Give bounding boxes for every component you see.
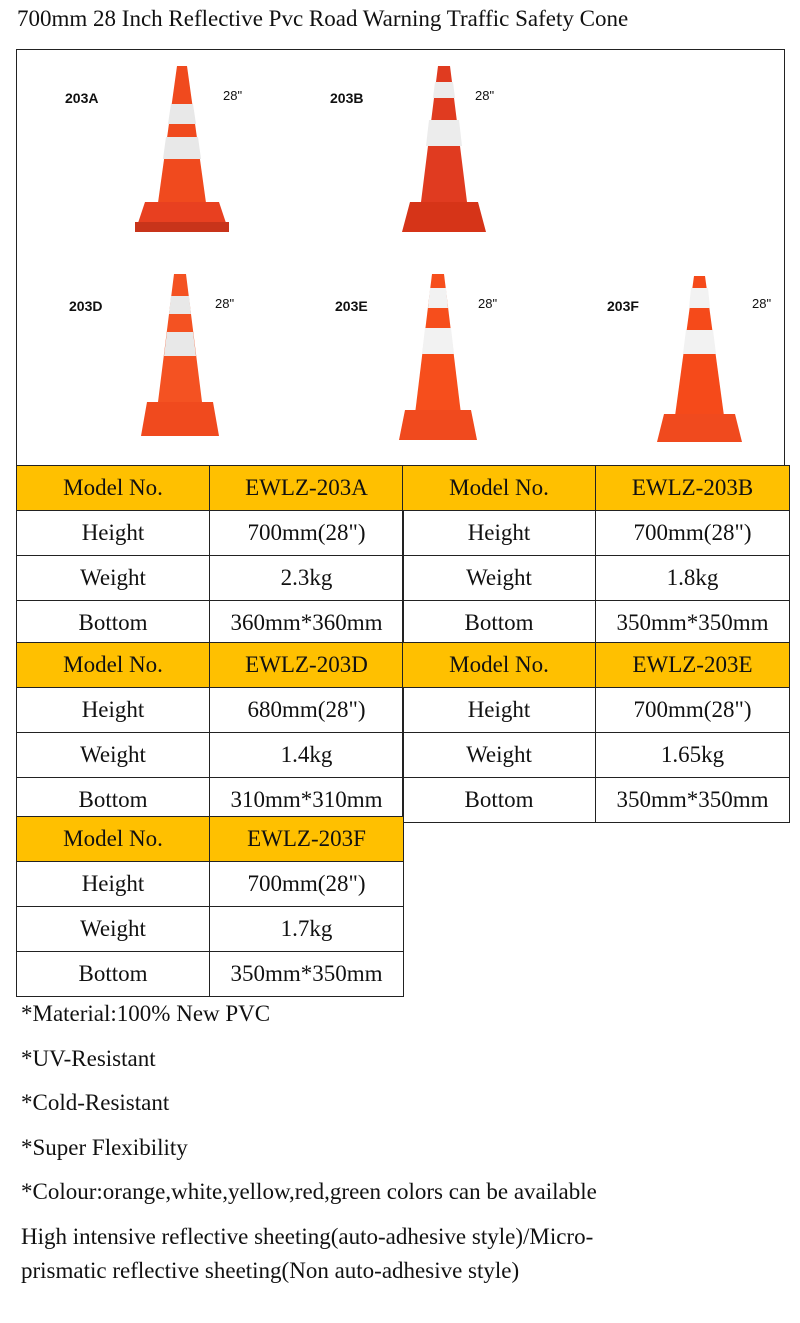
cone-code-label: 203B bbox=[330, 90, 364, 106]
height-value: 700mm(28") bbox=[595, 510, 790, 556]
note-flexibility: *Super Flexibility bbox=[21, 1134, 188, 1160]
cone-203d-image bbox=[141, 274, 219, 436]
weight-label: Weight bbox=[16, 555, 210, 601]
cone-203b-image bbox=[402, 66, 486, 232]
note-colour: *Colour:orange,white,yellow,red,green co… bbox=[21, 1179, 597, 1204]
bottom-value: 360mm*360mm bbox=[209, 600, 404, 646]
bottom-value: 350mm*350mm bbox=[595, 600, 790, 646]
spec-table-203e: Model No. EWLZ-203E Height 700mm(28") Wei… bbox=[402, 642, 790, 823]
model-label: Model No. bbox=[16, 465, 210, 511]
height-label: Height bbox=[402, 687, 596, 733]
model-label: Model No. bbox=[402, 642, 596, 688]
bottom-value: 310mm*310mm bbox=[209, 777, 404, 823]
weight-label: Weight bbox=[402, 555, 596, 601]
cone-203e-image bbox=[399, 274, 477, 440]
weight-label: Weight bbox=[402, 732, 596, 778]
page-title: 700mm 28 Inch Reflective Pvc Road Warnin… bbox=[17, 6, 629, 31]
reflective-sheeting-note: High intensive reflective sheeting(auto-… bbox=[21, 1224, 594, 1283]
cone-code-label: 203E bbox=[335, 298, 368, 314]
bottom-value: 350mm*350mm bbox=[209, 951, 404, 997]
bottom-label: Bottom bbox=[16, 951, 210, 997]
height-value: 680mm(28") bbox=[209, 687, 404, 733]
weight-label: Weight bbox=[16, 732, 210, 778]
model-label: Model No. bbox=[16, 816, 210, 862]
height-label: Height bbox=[402, 510, 596, 556]
model-value: EWLZ-203A bbox=[209, 465, 404, 511]
bottom-label: Bottom bbox=[402, 777, 596, 823]
weight-value: 1.4kg bbox=[209, 732, 404, 778]
model-value: EWLZ-203D bbox=[209, 642, 404, 688]
cone-size-label: 28" bbox=[223, 88, 243, 103]
weight-value: 1.7kg bbox=[209, 906, 404, 952]
cone-203f-image bbox=[657, 276, 742, 442]
spec-table-203f: Model No. EWLZ-203F Height 700mm(28") Wei… bbox=[16, 816, 404, 997]
spec-table-203d: Model No. EWLZ-203D Height 680mm(28") Wei… bbox=[16, 642, 404, 823]
note-uv: *UV-Resistant bbox=[21, 1045, 156, 1071]
height-value: 700mm(28") bbox=[209, 510, 404, 556]
cone-size-label: 28" bbox=[478, 296, 498, 311]
model-value: EWLZ-203F bbox=[209, 816, 404, 862]
bottom-label: Bottom bbox=[402, 600, 596, 646]
cone-size-label: 28" bbox=[475, 88, 495, 103]
product-image-panel: 203A 28" 203B 28" 203D 28" 203E 28" 203F… bbox=[16, 49, 785, 465]
note-cold: *Cold-Resistant bbox=[21, 1090, 170, 1115]
height-value: 700mm(28") bbox=[209, 861, 404, 907]
weight-value: 1.65kg bbox=[595, 732, 790, 778]
weight-value: 2.3kg bbox=[209, 555, 404, 601]
model-value: EWLZ-203E bbox=[595, 642, 790, 688]
cone-size-label: 28" bbox=[752, 296, 772, 311]
cone-203a-image bbox=[135, 66, 229, 232]
bottom-label: Bottom bbox=[16, 600, 210, 646]
weight-value: 1.8kg bbox=[595, 555, 790, 601]
cone-code-label: 203D bbox=[69, 298, 103, 314]
cone-code-label: 203A bbox=[65, 90, 99, 106]
note-material: *Material:100% New PVC bbox=[21, 1001, 271, 1026]
height-value: 700mm(28") bbox=[595, 687, 790, 733]
model-value: EWLZ-203B bbox=[595, 465, 790, 511]
height-label: Height bbox=[16, 861, 210, 907]
cone-code-label: 203F bbox=[607, 298, 639, 314]
weight-label: Weight bbox=[16, 906, 210, 952]
spec-table-203b: Model No. EWLZ-203B Height 700mm(28") Wei… bbox=[402, 465, 790, 646]
height-label: Height bbox=[16, 687, 210, 733]
bottom-value: 350mm*350mm bbox=[595, 777, 790, 823]
cone-size-label: 28" bbox=[215, 296, 235, 311]
model-label: Model No. bbox=[16, 642, 210, 688]
model-label: Model No. bbox=[402, 465, 596, 511]
feature-notes: *Material:100% New PVC *UV-Resistant *Co… bbox=[21, 1000, 781, 1223]
spec-table-203a: Model No. EWLZ-203A Height 700mm(28") Wei… bbox=[16, 465, 404, 646]
height-label: Height bbox=[16, 510, 210, 556]
